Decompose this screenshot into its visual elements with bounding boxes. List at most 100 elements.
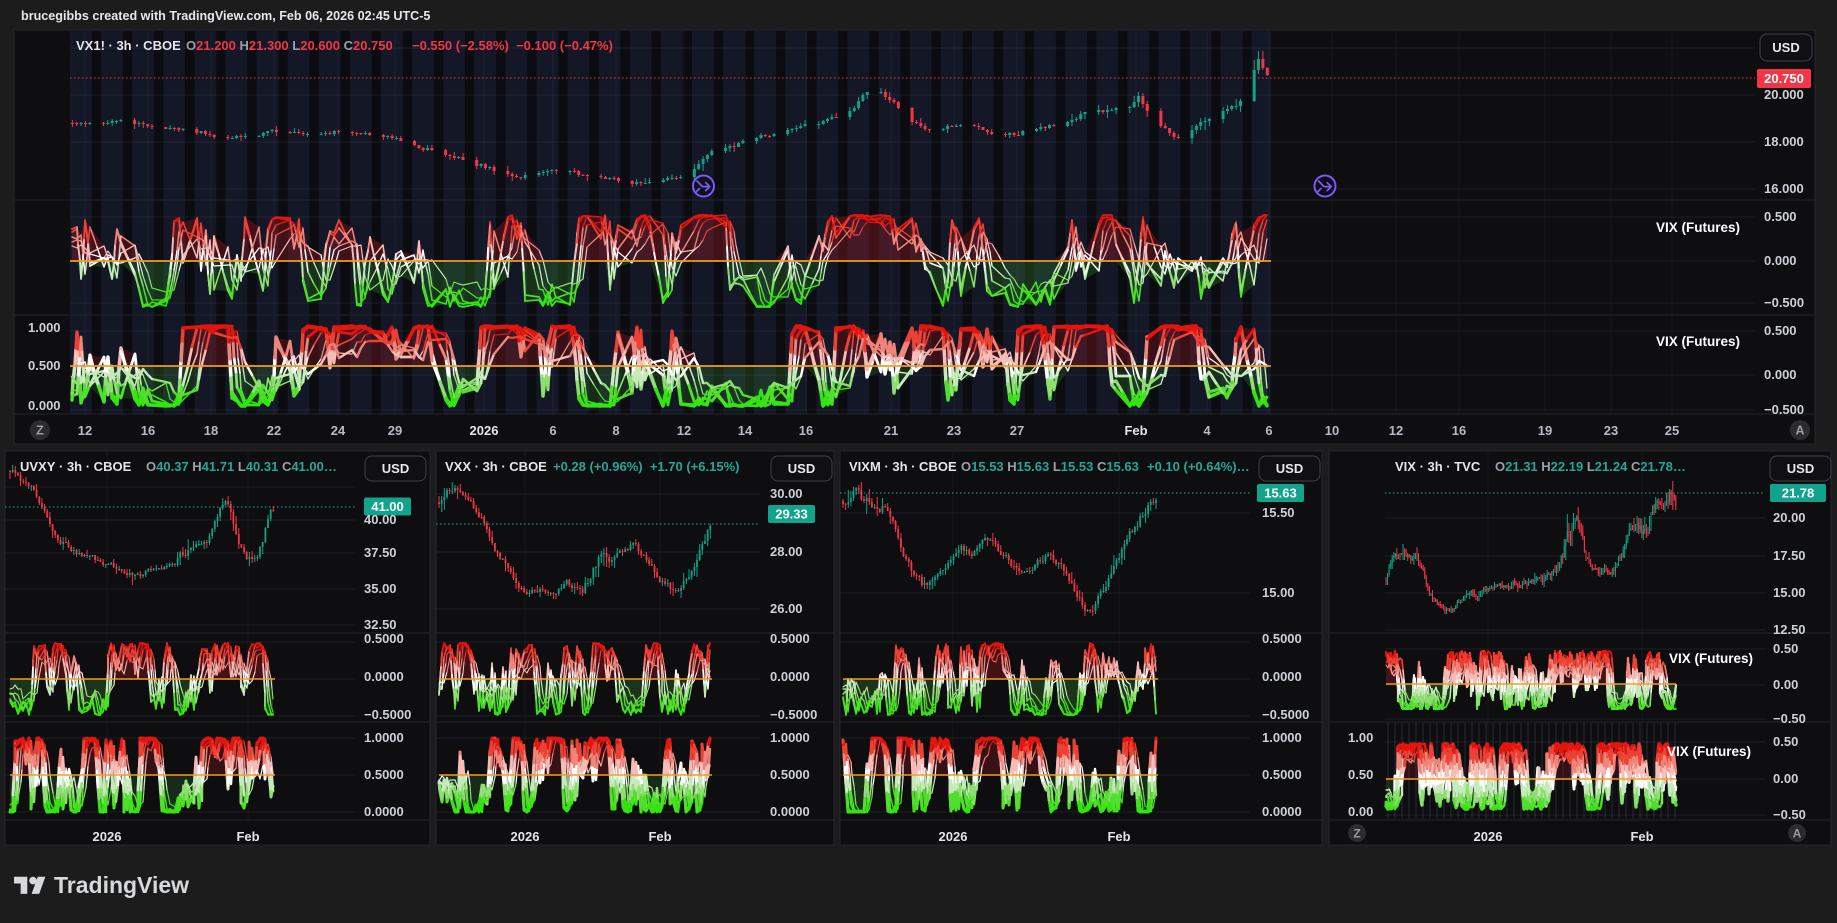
svg-text:O40.37 H41.71 L40.31 C41.00…: O40.37 H41.71 L40.31 C41.00… xyxy=(146,459,337,474)
svg-text:2026: 2026 xyxy=(1474,829,1503,844)
svg-text:VIXM · 3h · CBOE: VIXM · 3h · CBOE xyxy=(849,459,957,474)
svg-text:26.00: 26.00 xyxy=(770,601,803,616)
svg-text:0.5000: 0.5000 xyxy=(770,631,810,646)
svg-text:18: 18 xyxy=(204,423,218,438)
svg-text:VX1! · 3h · CBOE: VX1! · 3h · CBOE xyxy=(76,38,181,53)
svg-text:0.5000: 0.5000 xyxy=(770,767,810,782)
svg-text:0.5000: 0.5000 xyxy=(364,631,404,646)
svg-text:Feb: Feb xyxy=(1630,829,1653,844)
svg-text:27: 27 xyxy=(1010,423,1024,438)
svg-text:Z: Z xyxy=(1353,827,1360,841)
svg-text:12.50: 12.50 xyxy=(1773,622,1806,637)
svg-text:0.00: 0.00 xyxy=(1773,771,1798,786)
svg-text:USD: USD xyxy=(382,461,409,476)
svg-text:−0.500: −0.500 xyxy=(1764,402,1804,417)
svg-text:16: 16 xyxy=(799,423,813,438)
svg-text:1.0000: 1.0000 xyxy=(770,730,810,745)
svg-text:20.000: 20.000 xyxy=(1764,87,1804,102)
svg-text:0.500: 0.500 xyxy=(28,358,61,373)
svg-text:+0.28 (+0.96%) +1.70 (+6.15%): +0.28 (+0.96%) +1.70 (+6.15%) xyxy=(553,459,739,474)
svg-text:20.00: 20.00 xyxy=(1773,510,1806,525)
svg-text:0.5000: 0.5000 xyxy=(1262,631,1302,646)
svg-text:2026: 2026 xyxy=(511,829,540,844)
svg-text:18.000: 18.000 xyxy=(1764,134,1804,149)
svg-text:4: 4 xyxy=(1203,423,1211,438)
svg-text:6: 6 xyxy=(1265,423,1272,438)
svg-text:15.63: 15.63 xyxy=(1264,486,1297,501)
svg-text:16: 16 xyxy=(1452,423,1466,438)
svg-text:0.0000: 0.0000 xyxy=(364,669,404,684)
svg-text:6: 6 xyxy=(549,423,556,438)
svg-text:0.0000: 0.0000 xyxy=(1262,669,1302,684)
svg-text:19: 19 xyxy=(1538,423,1552,438)
svg-text:0.500: 0.500 xyxy=(1764,209,1797,224)
svg-text:VIX (Futures): VIX (Futures) xyxy=(1667,744,1751,759)
svg-text:−0.500: −0.500 xyxy=(1764,295,1804,310)
svg-text:−0.50: −0.50 xyxy=(1773,807,1806,822)
svg-text:30.00: 30.00 xyxy=(770,486,803,501)
svg-text:USD: USD xyxy=(1772,40,1799,55)
svg-text:0.0000: 0.0000 xyxy=(364,804,404,819)
svg-text:VIX (Futures): VIX (Futures) xyxy=(1669,651,1753,666)
svg-text:−0.5000: −0.5000 xyxy=(1262,707,1309,722)
svg-text:41.00: 41.00 xyxy=(371,499,404,514)
svg-text:40.00: 40.00 xyxy=(364,512,397,527)
svg-text:0.000: 0.000 xyxy=(1764,253,1797,268)
svg-text:0.000: 0.000 xyxy=(1764,367,1797,382)
svg-text:25: 25 xyxy=(1665,423,1679,438)
svg-text:15.50: 15.50 xyxy=(1262,505,1295,520)
svg-text:0.5000: 0.5000 xyxy=(1262,767,1302,782)
svg-text:0.00: 0.00 xyxy=(1348,804,1373,819)
svg-text:1.0000: 1.0000 xyxy=(364,730,404,745)
svg-text:32.50: 32.50 xyxy=(364,617,397,632)
svg-text:−0.550 (−2.58%) −0.100 (−0.47: −0.550 (−2.58%) −0.100 (−0.47%) xyxy=(412,38,613,53)
svg-text:8: 8 xyxy=(612,423,619,438)
svg-text:20.750: 20.750 xyxy=(1764,71,1804,86)
svg-text:USD: USD xyxy=(1276,461,1303,476)
svg-text:0.0000: 0.0000 xyxy=(1262,804,1302,819)
svg-text:A: A xyxy=(1793,827,1802,841)
svg-text:23: 23 xyxy=(947,423,961,438)
svg-text:37.50: 37.50 xyxy=(364,545,397,560)
svg-text:A: A xyxy=(1795,424,1804,438)
svg-text:0.500: 0.500 xyxy=(1764,323,1797,338)
svg-text:O15.53 H15.63 L15.53 C15.63: O15.53 H15.63 L15.53 C15.63 xyxy=(961,459,1142,474)
svg-text:TradingView: TradingView xyxy=(54,872,189,898)
svg-text:0.0000: 0.0000 xyxy=(770,804,810,819)
svg-text:28.00: 28.00 xyxy=(770,544,803,559)
svg-text:+0.10 (+0.64%)…: +0.10 (+0.64%)… xyxy=(1147,459,1250,474)
svg-text:0.50: 0.50 xyxy=(1773,734,1798,749)
svg-text:0.50: 0.50 xyxy=(1348,767,1373,782)
svg-text:1.000: 1.000 xyxy=(28,320,61,335)
svg-text:12: 12 xyxy=(677,423,691,438)
svg-text:O21.200 H21.300 L20.600 C20.75: O21.200 H21.300 L20.600 C20.750 xyxy=(186,38,396,53)
svg-text:UVXY · 3h · CBOE: UVXY · 3h · CBOE xyxy=(20,459,132,474)
svg-text:29: 29 xyxy=(388,423,402,438)
svg-text:16.000: 16.000 xyxy=(1764,181,1804,196)
svg-text:2026: 2026 xyxy=(93,829,122,844)
svg-text:Feb: Feb xyxy=(1107,829,1130,844)
svg-text:12: 12 xyxy=(1389,423,1403,438)
svg-text:0.50: 0.50 xyxy=(1773,641,1798,656)
svg-text:23: 23 xyxy=(1604,423,1618,438)
svg-text:1.0000: 1.0000 xyxy=(1262,730,1302,745)
svg-text:0.000: 0.000 xyxy=(28,398,61,413)
svg-text:22: 22 xyxy=(267,423,281,438)
svg-text:VXX · 3h · CBOE: VXX · 3h · CBOE xyxy=(445,459,547,474)
svg-text:16: 16 xyxy=(141,423,155,438)
svg-text:brucegibbs created with Tradin: brucegibbs created with TradingView.com,… xyxy=(21,9,430,23)
svg-text:29.33: 29.33 xyxy=(775,507,808,522)
svg-text:−0.50: −0.50 xyxy=(1773,711,1806,726)
svg-text:0.5000: 0.5000 xyxy=(364,767,404,782)
svg-text:VIX · 3h · TVC: VIX · 3h · TVC xyxy=(1395,459,1481,474)
svg-text:10: 10 xyxy=(1325,423,1339,438)
svg-text:15.00: 15.00 xyxy=(1773,585,1806,600)
svg-text:15.00: 15.00 xyxy=(1262,585,1295,600)
svg-text:17.50: 17.50 xyxy=(1773,548,1806,563)
svg-text:21: 21 xyxy=(884,423,898,438)
svg-text:0.00: 0.00 xyxy=(1773,677,1798,692)
svg-text:21.78: 21.78 xyxy=(1782,486,1815,501)
svg-text:24: 24 xyxy=(331,423,346,438)
svg-text:12: 12 xyxy=(78,423,92,438)
svg-text:35.00: 35.00 xyxy=(364,581,397,596)
